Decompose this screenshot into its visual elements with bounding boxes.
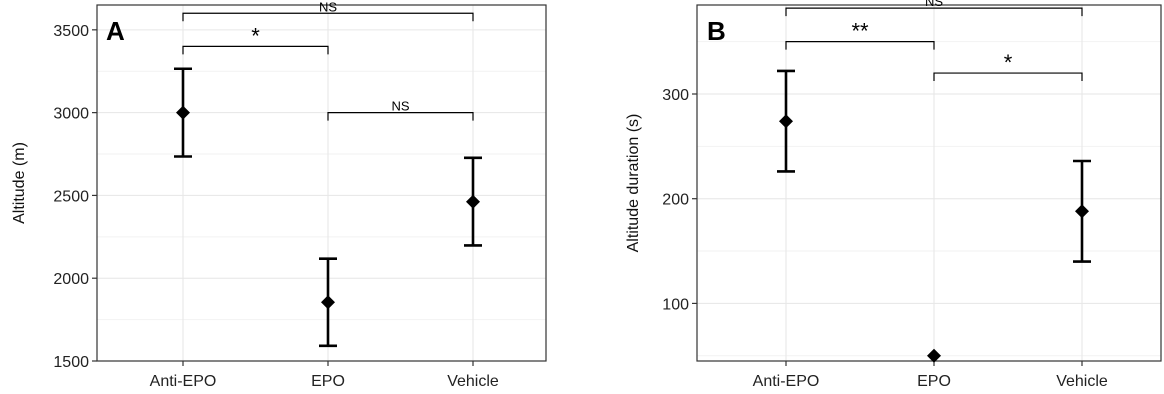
x-tick-label: Anti-EPO (753, 373, 820, 390)
x-tick-label: EPO (917, 373, 951, 390)
y-tick-label: 3500 (53, 23, 89, 40)
x-tick-label: Vehicle (447, 373, 499, 390)
y-axis-title: Altitude duration (s) (625, 114, 642, 253)
significance-bracket (933, 72, 1083, 82)
y-tick-label: 100 (662, 296, 689, 313)
mean-point (779, 114, 793, 129)
panel-b: 100 200 300 Anti-EPO EPO Vehicle Altitude dura… (625, 0, 1162, 390)
mean-point (321, 295, 335, 310)
y-tick-label: 3000 (53, 106, 89, 123)
y-tick-label: 1500 (53, 354, 89, 371)
plot-frame (696, 4, 1162, 362)
mean-point (466, 194, 480, 209)
y-tick-label: 200 (662, 192, 689, 209)
x-tick-label: Anti-EPO (150, 373, 217, 390)
significance-label: NS (319, 0, 337, 14)
panel-letter: A (106, 16, 125, 46)
panel-letter: B (707, 16, 726, 46)
significance-label: * (1004, 50, 1013, 75)
significance-bracket (182, 12, 474, 22)
significance-bracket (182, 45, 329, 55)
x-tick-label: EPO (311, 373, 345, 390)
y-tick-label: 300 (662, 87, 689, 104)
mean-point (1075, 204, 1089, 219)
significance-label: NS (391, 99, 409, 114)
significance-bracket (785, 41, 935, 50)
mean-point (176, 105, 190, 120)
y-tick-label: 2500 (53, 188, 89, 205)
significance-label: NS (925, 0, 943, 9)
significance-label: ** (851, 19, 869, 44)
y-axis-title: Altitude (m) (11, 142, 28, 224)
x-tick-label: Vehicle (1056, 373, 1108, 390)
significance-bracket (785, 7, 1083, 17)
panel-a: 1500 2000 2500 3000 3500 Anti-EPO EPO Vehicle Al… (11, 0, 547, 390)
y-tick-label: 2000 (53, 271, 89, 288)
mean-point (927, 348, 941, 363)
significance-label: * (251, 23, 260, 48)
significance-bracket (327, 112, 474, 121)
plot-frame (96, 4, 547, 362)
